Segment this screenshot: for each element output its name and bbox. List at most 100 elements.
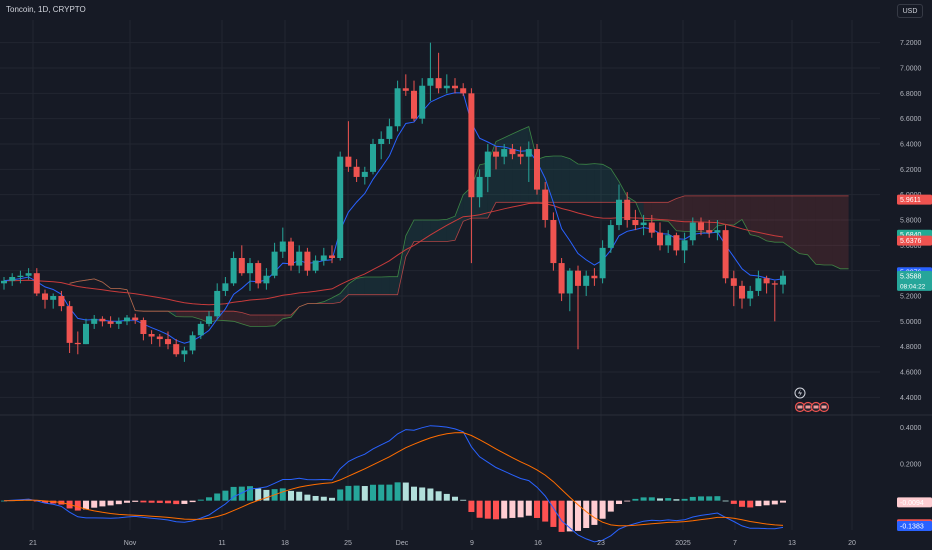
candle-body [156,336,163,340]
cloud-segment [610,168,619,203]
price-tag-value: 5.3588 [900,273,922,280]
y-tick-label: 6.4000 [900,142,922,149]
macd-bar [484,500,491,519]
lightning-icon [794,387,806,399]
candle-body [197,323,204,336]
macd-line [3,425,784,543]
candle-body [42,293,48,300]
macd-axis: 0.2000 0.4000 [900,425,922,469]
y-tick-label: 6.8000 [900,91,922,98]
macd-bar [386,484,393,501]
macd-bar [493,500,499,520]
candle-body [435,78,442,89]
y-tick-label: 4.4000 [900,395,922,402]
macd-bar [714,496,721,501]
candle-body [1,280,7,284]
macd-bar [91,500,98,508]
macd-bar [304,494,311,501]
x-tick-label: Dec [396,540,409,547]
cloud-segment [364,277,373,295]
macd-bar [353,485,360,501]
candle-body [386,126,393,139]
price-tag: -0.1383 [897,521,932,532]
candle-body [665,235,672,246]
candle-body [648,222,655,233]
macd-histogram [1,482,786,532]
grid [0,20,880,530]
currency-button[interactable]: USD [897,4,923,18]
candle-body [25,273,32,276]
macd-bar [140,500,147,503]
price-tag-box [897,235,932,246]
candle-body [271,251,278,276]
macd-bar [296,491,303,501]
candle-body [124,317,130,322]
candle-body [780,275,786,285]
macd-bar [476,500,483,518]
candle-body [747,290,754,299]
candle-body [493,151,499,157]
candle-body [312,260,319,271]
macd-bar [214,493,221,501]
slow-ma-line [3,202,784,306]
macd-bar [42,500,48,503]
macd-bar [460,499,467,501]
x-tick-label: 16 [534,540,542,547]
candle-body [591,275,598,279]
macd-bar [107,500,114,506]
candle-body [640,222,647,226]
cloud-segment [438,219,447,242]
candle-body [763,278,770,284]
macd-bar [616,500,622,505]
candle-body [165,339,171,345]
y-tick-label: 6.6000 [900,116,922,123]
chart-title: Toncoin, 1D, CRYPTO [6,5,86,14]
macd-bar [698,496,704,501]
cloud-segment [414,220,423,242]
candle-body [517,154,524,157]
candle-body [66,306,73,343]
macd-bar [452,496,458,501]
cloud-segment [282,315,291,319]
candle-body [255,263,262,284]
price-tag-countdown: 08:04:22 [900,283,926,290]
candle-body [657,232,663,246]
cloud-segment [274,315,283,326]
macd-bar [165,500,171,504]
macd-bar [230,486,237,501]
cloud-segment [184,311,193,317]
cloud-segment [569,158,578,203]
candle-body [673,235,680,251]
macd-bar [558,500,565,532]
cloud-segment [373,277,382,295]
candle-body [583,275,590,286]
macd-bar [247,486,253,501]
cloud-segment [446,216,455,242]
macd-bar [279,488,286,501]
candle-body [9,277,16,281]
candle-body [99,318,106,322]
macd-bar [722,500,729,502]
cloud-segment [258,315,267,327]
x-tick-label: 18 [281,540,289,547]
cloud-segment [389,276,398,295]
macd-bar [345,485,352,501]
cloud-segment [725,195,734,226]
macd-bar [755,500,762,507]
macd-bar [173,500,180,505]
cloud-segment [815,195,824,265]
candle-body [698,222,704,231]
macd-bar [517,500,524,518]
cloud-segment [709,195,718,234]
cloud-segment [824,195,833,265]
candle-body [288,241,294,266]
cloud-segment [233,311,242,324]
macd-bar [468,500,475,512]
macd-bar [148,500,155,503]
candle-body [484,151,491,177]
candle-body [140,320,147,334]
candle-body [296,251,303,266]
cloud-segment [405,220,414,257]
macd-bar [534,500,540,518]
